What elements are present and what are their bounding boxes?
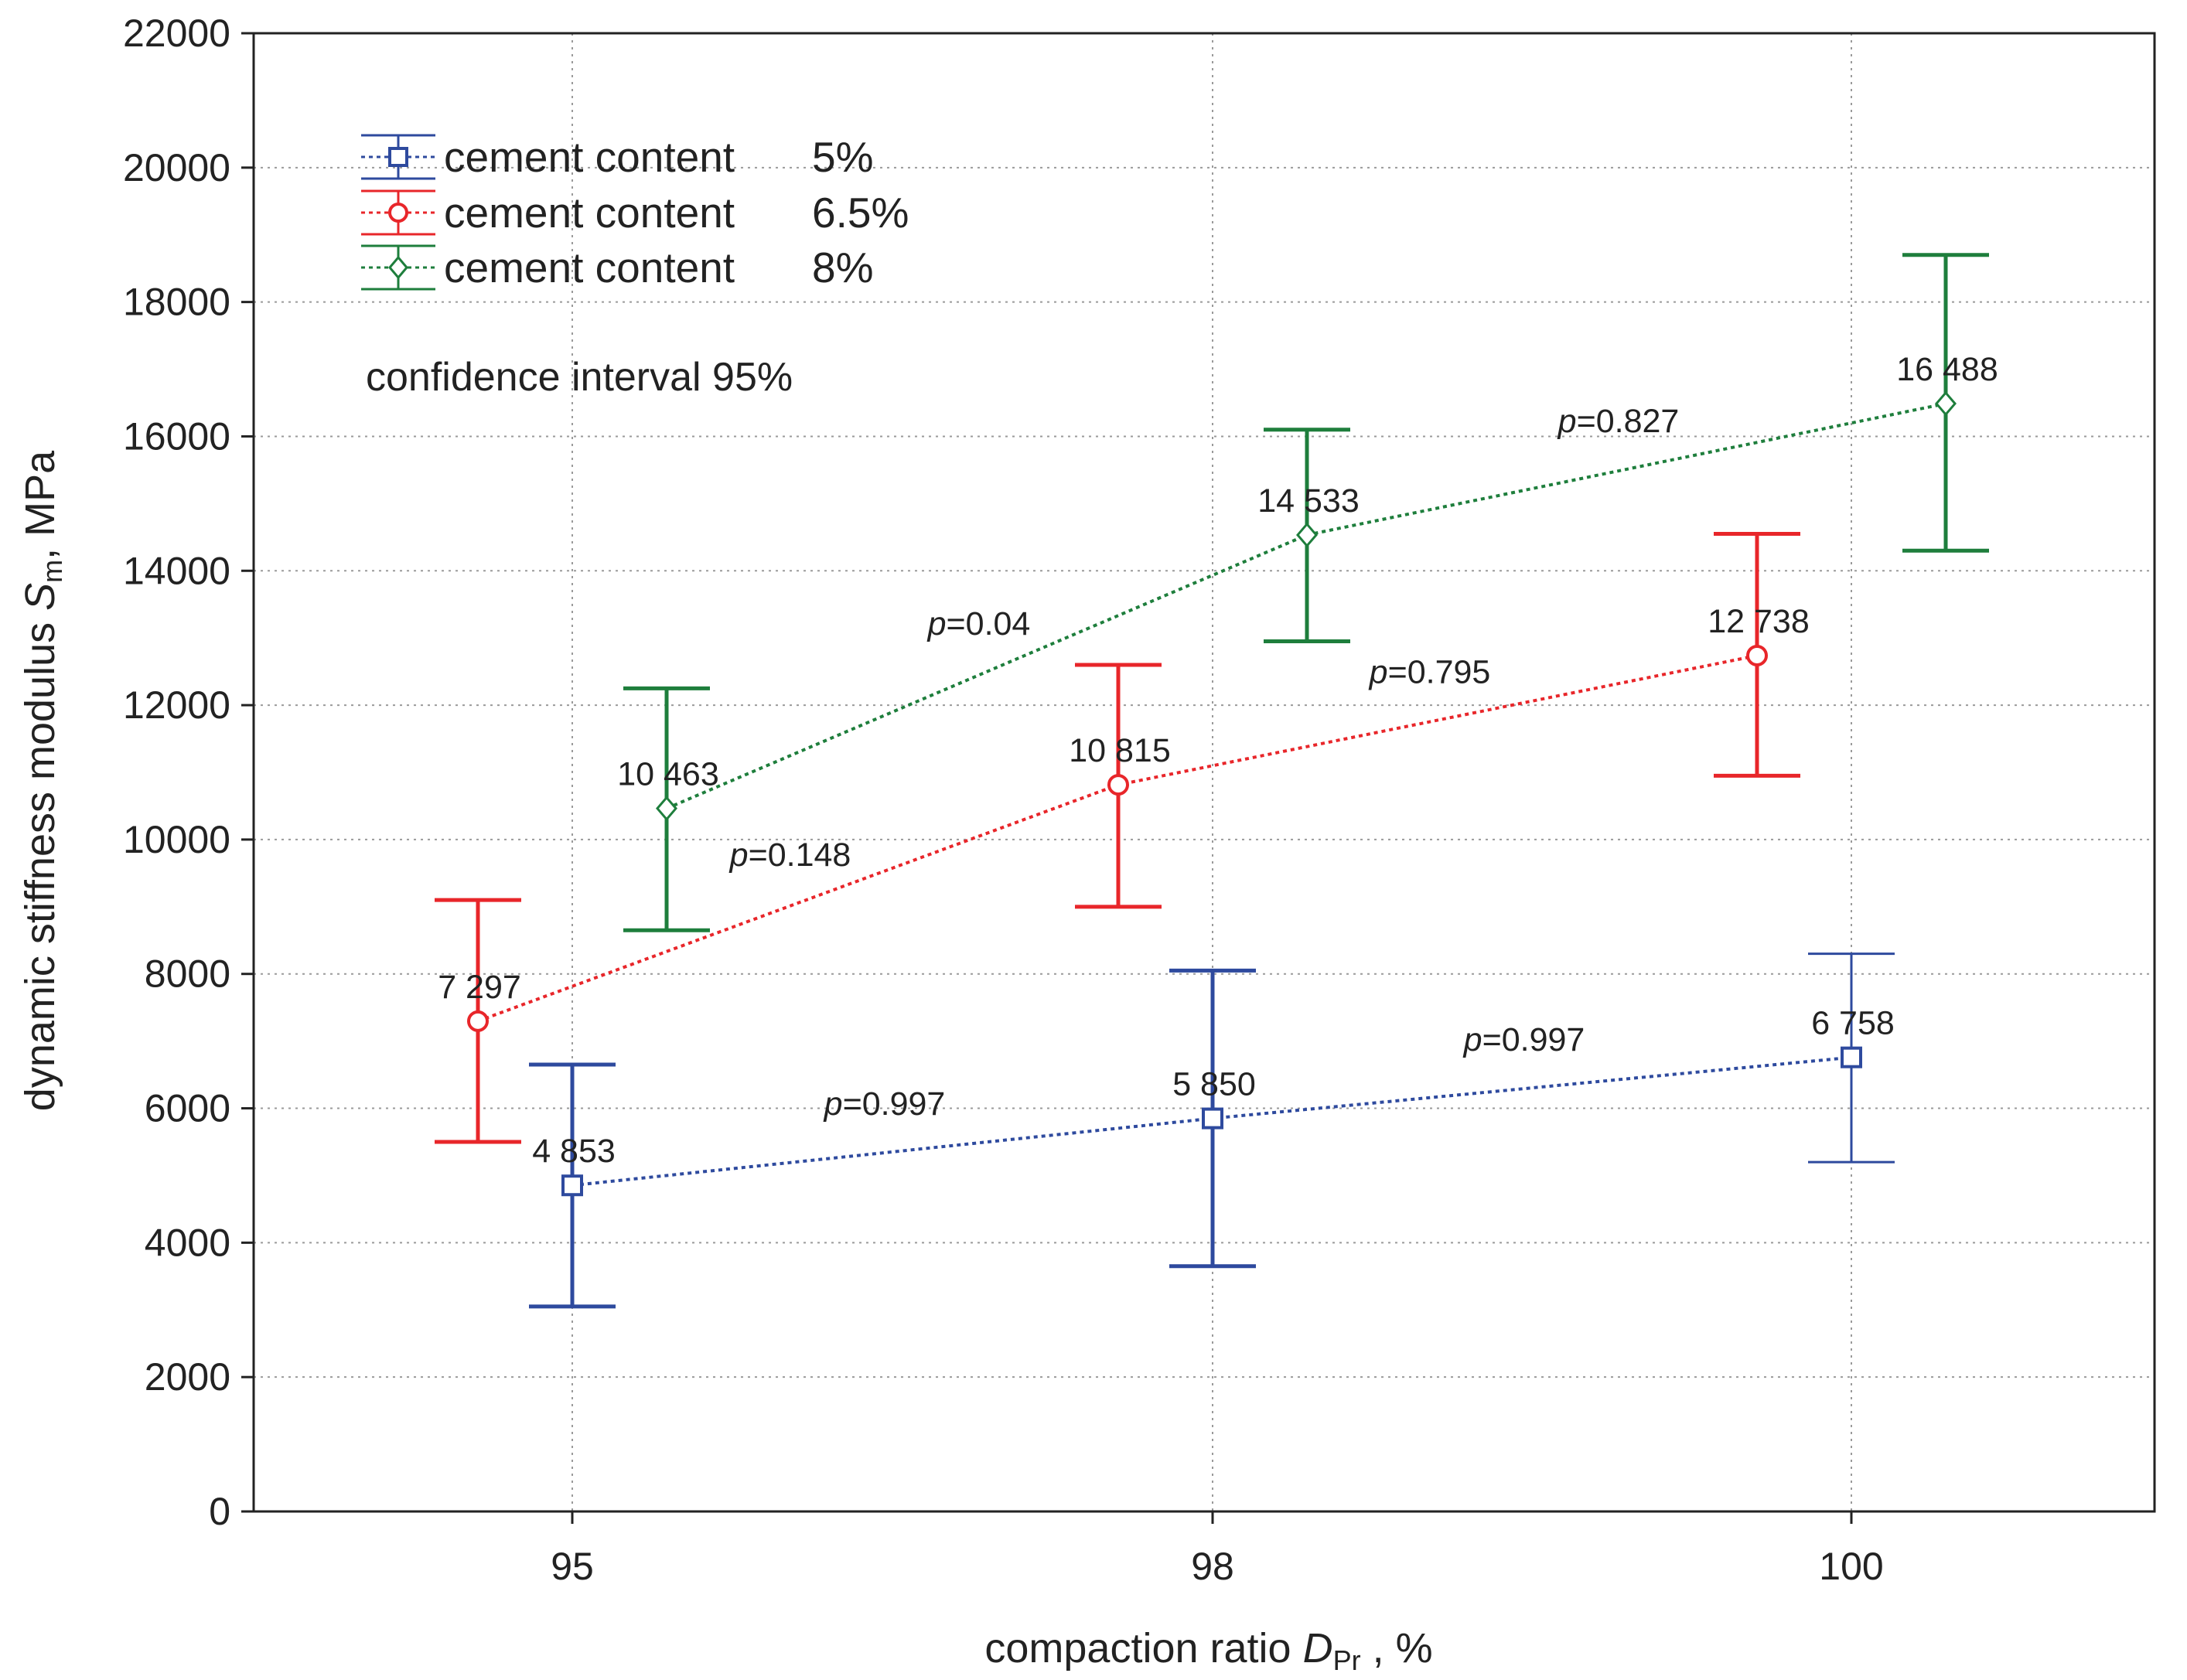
x-axis-title: compaction ratio DPr , % bbox=[984, 1625, 1432, 1676]
series-5pct: 4 853 5 850 6 758 bbox=[529, 952, 1895, 1309]
legend-label: cement content bbox=[444, 189, 735, 237]
legend: cement content 5%cement content 6.5%cement… bbox=[361, 133, 909, 291]
data-label: 14 533 bbox=[1257, 482, 1360, 520]
y-tick-label: 10000 bbox=[123, 818, 230, 861]
data-label: 7 297 bbox=[438, 969, 521, 1006]
data-label: 10 463 bbox=[617, 756, 719, 793]
series-8pct: 10 463 14 533 16 488 bbox=[617, 253, 1998, 932]
data-label: 6 758 bbox=[1811, 1005, 1895, 1042]
data-point bbox=[1935, 390, 1957, 417]
x-tick-label: 95 bbox=[551, 1545, 594, 1588]
x-tick-label: 98 bbox=[1191, 1545, 1234, 1588]
y-tick-label: 12000 bbox=[123, 683, 230, 727]
p-value-label: p=0.997 bbox=[823, 1085, 946, 1123]
y-tick-label: 22000 bbox=[123, 12, 230, 55]
data-point bbox=[656, 796, 677, 821]
p-value-labels: p=0.997 p=0.997 p=0.148 p=0.795 p=0.04 p=0.82… bbox=[728, 403, 1680, 1123]
data-point bbox=[1296, 522, 1318, 548]
y-axis-ticks: 0 2000 4000 6000 8000 10000 12000 14000 16000 180… bbox=[123, 12, 254, 1533]
y-tick-label: 14000 bbox=[123, 549, 230, 592]
legend-marker bbox=[388, 255, 408, 280]
data-label: 16 488 bbox=[1896, 351, 1998, 388]
data-point bbox=[1202, 1107, 1223, 1130]
p-value-label: p=0.148 bbox=[728, 837, 851, 874]
y-tick-label: 4000 bbox=[145, 1221, 230, 1264]
series-6-5pct: 7 297 10 815 12 738 bbox=[435, 531, 1810, 1144]
legend-percent: 8% bbox=[812, 244, 874, 291]
plot-frame bbox=[252, 32, 2156, 1513]
legend-item: cement content 5% bbox=[361, 133, 874, 181]
data-label: 12 738 bbox=[1708, 603, 1810, 640]
data-point bbox=[1746, 644, 1768, 666]
x-axis-ticks: 95 98 100 bbox=[551, 1511, 1884, 1588]
y-tick-label: 6000 bbox=[145, 1087, 230, 1130]
data-label: 10 815 bbox=[1069, 732, 1171, 769]
legend-item: cement content 8% bbox=[361, 244, 874, 291]
y-tick-label: 8000 bbox=[145, 952, 230, 996]
y-tick-label: 16000 bbox=[123, 414, 230, 458]
legend-marker bbox=[388, 203, 408, 223]
data-point bbox=[1107, 774, 1129, 796]
y-tick-label: 18000 bbox=[123, 281, 230, 324]
y-tick-label: 20000 bbox=[123, 146, 230, 189]
p-value-label: p=0.04 bbox=[926, 605, 1031, 642]
data-point bbox=[467, 1010, 489, 1032]
legend-marker bbox=[388, 147, 408, 167]
data-label: 5 850 bbox=[1172, 1066, 1256, 1103]
p-value-label: p=0.827 bbox=[1557, 403, 1680, 440]
legend-item: cement content 6.5% bbox=[361, 189, 909, 237]
legend-percent: 5% bbox=[812, 133, 874, 181]
p-value-label: p=0.795 bbox=[1368, 654, 1491, 691]
legend-percent: 6.5% bbox=[812, 189, 909, 237]
data-label: 4 853 bbox=[532, 1133, 616, 1170]
legend-label: cement content bbox=[444, 244, 735, 291]
data-point bbox=[561, 1174, 583, 1197]
series-layer: 4 853 5 850 6 758 7 297 10 815 12 738 10 463 14… bbox=[435, 253, 1998, 1309]
data-point bbox=[1841, 1046, 1862, 1068]
p-value-label: p=0.997 bbox=[1462, 1021, 1585, 1058]
y-axis-title: dynamic stiffness modulus Sm, MPa bbox=[17, 450, 68, 1111]
confidence-note: confidence interval 95% bbox=[366, 355, 793, 400]
legend-label: cement content bbox=[444, 133, 735, 181]
x-tick-label: 100 bbox=[1819, 1545, 1883, 1588]
y-tick-label: 0 bbox=[209, 1490, 230, 1533]
y-tick-label: 2000 bbox=[145, 1355, 230, 1399]
